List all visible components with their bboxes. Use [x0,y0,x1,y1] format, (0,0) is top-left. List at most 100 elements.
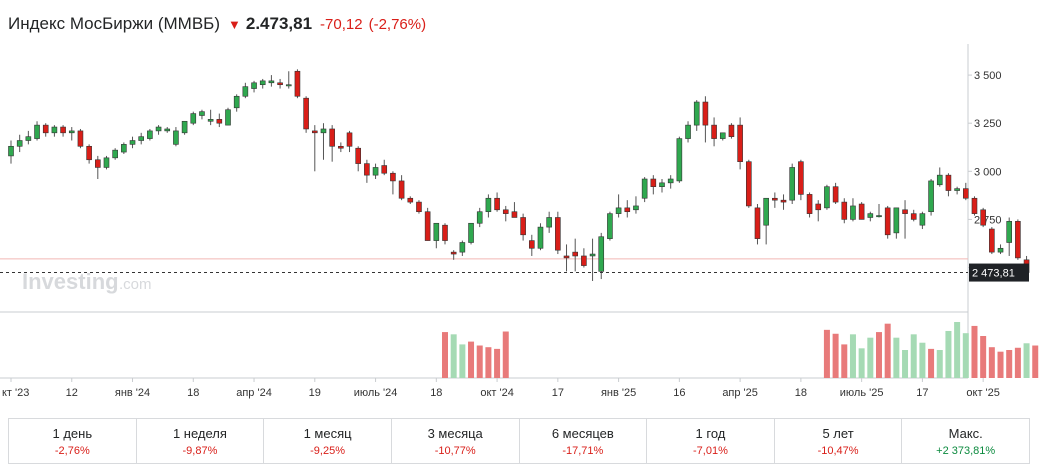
volume-bar [988,347,995,378]
volume-bar [442,332,448,378]
candle [320,123,327,160]
candle-body [858,203,865,220]
candle-body [450,251,457,255]
volume-bar [468,341,475,378]
candle [598,232,605,280]
x-tick-label: июль '25 [840,387,884,399]
perf-label: 1 неделя [172,425,227,441]
candle-body [103,157,110,168]
volume-bar [876,332,882,378]
arrow-down-icon: ▼ [227,16,241,32]
candle-body [555,217,561,251]
candle [381,159,388,176]
x-tick-label: окт '25 [966,387,999,399]
candle-body [242,86,249,97]
candle-body [728,124,735,137]
candle-body [884,207,891,236]
candle-body [259,80,266,86]
candle [572,238,579,272]
perf-cell-max[interactable]: Макс. +2 373,81% [902,419,1029,463]
volume-bar [1023,343,1030,378]
candle-body [320,128,327,134]
candle [971,196,978,216]
x-tick-label: 17 [916,387,928,399]
volume-bar [928,348,935,378]
candle-body [372,167,379,176]
candle [103,155,110,170]
candle [537,223,544,251]
candle-body [86,145,92,161]
candle [989,227,995,255]
volume-bar [832,333,839,378]
candle [121,142,127,154]
candle [641,177,648,203]
candle [346,130,353,153]
candle [233,94,240,112]
candle [980,207,986,228]
candle-body [138,136,144,141]
candle-body [268,80,275,84]
candle [450,250,457,260]
candle [442,223,448,245]
candle-body [311,130,318,134]
candle [390,171,396,195]
candle-body [51,126,58,134]
candle [832,182,839,205]
volume-bar [936,350,943,378]
volume-bar [494,348,501,378]
candle [407,196,414,205]
candle-body [685,124,691,139]
candle [242,82,249,99]
perf-label: Макс. [948,425,983,441]
candle [555,211,561,255]
x-tick-label: кт '23 [2,387,29,399]
candle [364,159,370,183]
candle-body [190,113,197,124]
investing-watermark: Investing [22,269,119,294]
candle-body [754,207,761,239]
chart-header: Индекс МосБиржи (MMBБ) ▼ 2.473,81 -70,12… [8,12,426,36]
candle-body [95,159,101,168]
volume-bar [476,345,483,378]
candle-body [867,213,874,218]
candle-body [164,128,171,132]
candle [60,125,66,137]
candle [112,148,118,160]
candle [676,136,683,183]
candle-body [407,197,414,203]
perf-cell-1m[interactable]: 1 месяц -9,25% [264,419,392,463]
candle-body [528,240,535,249]
candle-body [433,222,440,241]
perf-value: -9,87% [182,444,218,457]
candle [294,69,301,99]
candle-body [147,130,153,139]
candle [954,186,960,195]
candle-body [398,180,405,199]
perf-cell-1y[interactable]: 1 год -7,01% [647,419,775,463]
candle [372,163,379,179]
perf-cell-3m[interactable]: 3 месяца -10,77% [392,419,520,463]
perf-value: -10,77% [434,444,476,457]
candle-body [173,130,179,145]
candle-body [745,161,752,207]
perf-cell-6m[interactable]: 6 месяцев -17,71% [520,419,648,463]
perf-cell-5y[interactable]: 5 лет -10,47% [775,419,903,463]
candle-body [624,207,631,213]
candle-body [841,201,848,220]
candle-body [633,205,639,211]
candle [25,130,32,145]
x-tick-label: 12 [66,387,78,399]
candle-body [468,222,474,243]
volume-bar [459,344,466,378]
x-tick-label: апр '25 [722,387,758,399]
perf-label: 3 месяца [427,425,483,441]
perf-cell-1w[interactable]: 1 неделя -9,87% [137,419,265,463]
candle-body [980,209,986,226]
candle [659,179,665,193]
y-tick-label: 2 750 [974,214,1002,226]
candle-body [60,126,66,134]
perf-cell-1d[interactable]: 1 день -2,76% [9,419,137,463]
candle [902,200,908,239]
candle [806,192,813,218]
